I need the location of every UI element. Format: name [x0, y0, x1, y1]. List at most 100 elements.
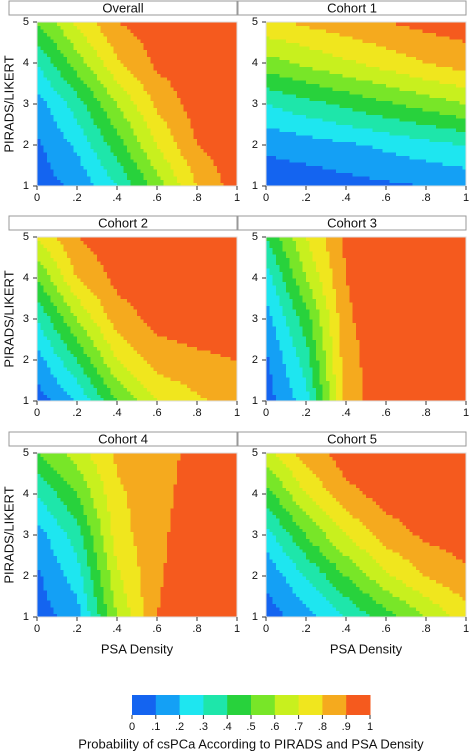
contour-cell: [316, 500, 340, 505]
contour-cell: [266, 490, 274, 495]
contour-cell: [73, 110, 78, 115]
contour-cell: [386, 179, 390, 184]
contour-cell: [113, 73, 118, 78]
contour-cell: [346, 110, 367, 115]
contour-cell: [346, 308, 354, 313]
contour-cell: [83, 32, 105, 37]
contour-cell: [426, 514, 467, 519]
contour-cell: [157, 514, 171, 519]
contour-cell: [113, 349, 118, 354]
contour-cell: [77, 517, 88, 522]
contour-cell: [80, 301, 101, 306]
contour-cell: [346, 114, 384, 119]
contour-cell: [319, 274, 334, 279]
contour-cell: [426, 555, 457, 560]
contour-cell: [197, 131, 238, 136]
contour-cell: [110, 175, 118, 180]
contour-cell: [446, 97, 467, 102]
contour-cell: [332, 363, 344, 368]
contour-cell: [197, 42, 238, 47]
contour-cell: [77, 545, 85, 550]
contour-cell: [296, 308, 307, 313]
contour-cell: [356, 76, 387, 81]
contour-cell: [207, 151, 238, 156]
contour-cell: [57, 288, 71, 293]
contour-cell: [63, 97, 78, 102]
contour-cell: [197, 586, 238, 591]
contour-cell: [57, 284, 71, 289]
contour-cell: [386, 145, 427, 150]
contour-cell: [382, 114, 387, 119]
contour-cell: [266, 301, 280, 306]
contour-cell: [439, 545, 467, 550]
contour-cell: [117, 603, 128, 608]
contour-cell: [426, 100, 460, 105]
contour-cell: [70, 83, 78, 88]
contour-cell: [266, 131, 297, 136]
contour-cell: [100, 473, 118, 478]
contour-cell: [197, 73, 238, 78]
contour-cell: [177, 470, 198, 475]
contour-cell: [326, 28, 347, 33]
contour-cell: [117, 383, 125, 388]
contour-cell: [386, 267, 427, 272]
contour-cell: [359, 356, 387, 361]
contour-cell: [167, 555, 198, 560]
contour-cell: [170, 517, 198, 522]
contour-cell: [292, 538, 307, 543]
contour-cell: [77, 363, 81, 368]
contour-cell: [53, 548, 75, 553]
contour-cell: [117, 281, 158, 286]
contour-cell: [266, 264, 280, 269]
contour-cell: [326, 377, 337, 382]
contour-cell: [396, 151, 427, 156]
contour-cell: [312, 319, 320, 324]
contour-cell: [336, 373, 344, 378]
contour-cell: [37, 76, 48, 81]
contour-cell: [336, 562, 347, 567]
contour-cell: [117, 76, 138, 81]
contour-cell: [349, 291, 387, 296]
contour-cell: [396, 49, 427, 54]
contour-cell: [77, 179, 91, 184]
contour-cell: [110, 370, 118, 375]
contour-cell: [426, 281, 467, 286]
contour-cell: [197, 110, 238, 115]
contour-cell: [349, 511, 387, 516]
contour-cell: [97, 558, 108, 563]
contour-cell: [266, 260, 277, 265]
colorbar-swatch: [203, 695, 228, 715]
contour-cell: [97, 97, 115, 102]
contour-cell: [272, 247, 284, 252]
contour-cell: [37, 104, 48, 109]
contour-cell: [316, 353, 327, 358]
contour-cell: [306, 342, 317, 347]
contour-cell: [117, 240, 158, 245]
contour-cell: [306, 535, 327, 540]
contour-cell: [282, 353, 297, 358]
contour-cell: [87, 63, 105, 68]
contour-cell: [100, 80, 118, 85]
contour-cell: [332, 366, 344, 371]
contour-cell: [426, 260, 467, 265]
contour-cell: [266, 494, 277, 499]
contour-cell: [286, 576, 307, 581]
contour-cell: [110, 281, 118, 286]
contour-cell: [73, 267, 78, 272]
contour-cell: [326, 572, 344, 577]
contour-cell: [80, 124, 98, 129]
contour-cell: [386, 497, 427, 502]
contour-cell: [426, 545, 440, 550]
contour-cell: [306, 332, 314, 337]
contour-cell: [279, 476, 297, 481]
contour-cell: [100, 517, 111, 522]
contour-cell: [426, 76, 467, 81]
contour-cell: [63, 476, 78, 481]
contour-cell: [97, 387, 111, 392]
contour-cell: [140, 315, 158, 320]
contour-cell: [336, 390, 344, 395]
contour-cell: [319, 548, 340, 553]
contour-cell: [296, 247, 307, 252]
contour-cell: [70, 370, 78, 375]
contour-cell: [296, 278, 307, 283]
